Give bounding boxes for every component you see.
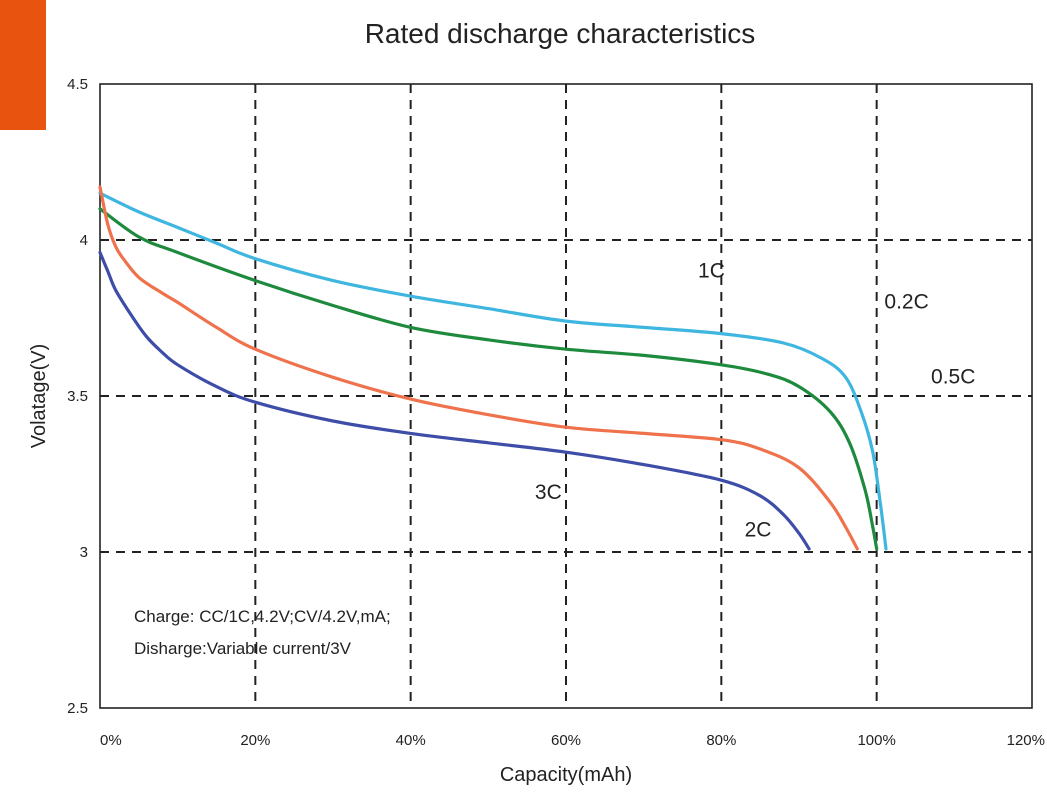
series-curves (98, 185, 888, 551)
brand-accent-block (0, 0, 46, 130)
charge-note: Charge: CC/1C,4.2V;CV/4.2V,mA; (134, 607, 391, 626)
y-tick-label: 4 (80, 232, 88, 249)
y-tick-label: 3.5 (67, 388, 88, 405)
series-line-2c (98, 185, 859, 551)
curve-label: 0.5C (931, 366, 975, 389)
discharge-note: Disharge:Variable current/3V (134, 639, 352, 658)
y-tick-label: 3 (80, 544, 88, 561)
series-line-0-2c (98, 191, 888, 551)
x-tick-label: 40% (396, 732, 426, 749)
x-tick-label: 20% (240, 732, 270, 749)
x-tick-label: 0% (100, 732, 122, 749)
x-tick-label: 60% (551, 732, 581, 749)
series-line-0-5c (98, 207, 879, 551)
x-tick-labels: 0% 20% 40% 60% 80% 100% 120% (100, 732, 1045, 749)
y-tick-labels: 2.5 3 3.5 4 4.5 (67, 76, 88, 717)
x-tick-label: 80% (706, 732, 736, 749)
x-tick-label: 120% (1007, 732, 1045, 749)
curve-label: 1C (698, 259, 725, 282)
y-tick-label: 2.5 (67, 700, 88, 717)
grid-lines (100, 84, 1032, 708)
curve-annotations: 1C 0.2C 0.5C 3C 2C (535, 259, 975, 541)
curve-label: 2C (745, 518, 772, 541)
chart-title: Rated discharge characteristics (365, 18, 756, 49)
series-line-3c (98, 250, 811, 551)
curve-label: 3C (535, 481, 562, 504)
y-tick-label: 4.5 (67, 76, 88, 93)
x-tick-label: 100% (857, 732, 895, 749)
x-axis-title: Capacity(mAh) (500, 764, 632, 786)
y-axis-title: Volatage(V) (28, 344, 50, 449)
curve-label: 0.2C (884, 291, 928, 314)
